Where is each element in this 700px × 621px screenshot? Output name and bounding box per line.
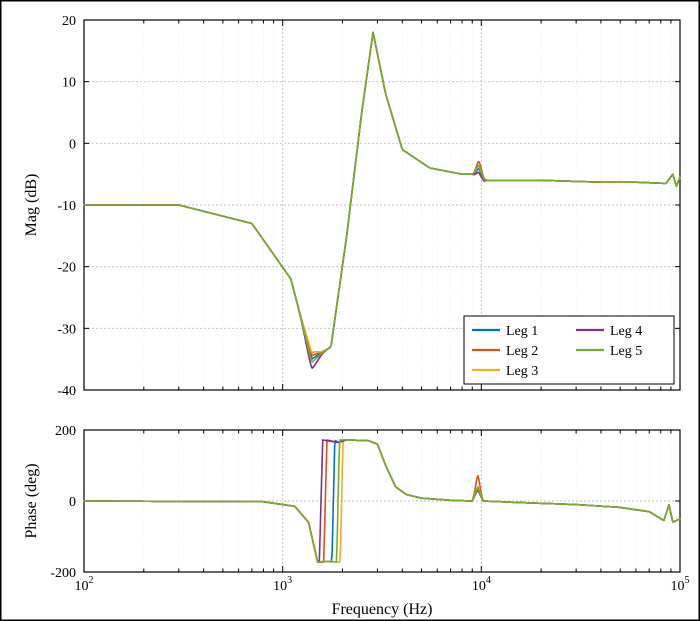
svg-text:Frequency (Hz): Frequency (Hz): [332, 601, 433, 618]
svg-text:200: 200: [55, 424, 76, 439]
svg-text:Leg 5: Leg 5: [610, 344, 642, 359]
svg-text:0: 0: [69, 137, 76, 152]
svg-text:-30: -30: [57, 322, 76, 337]
svg-text:-40: -40: [57, 384, 76, 399]
svg-text:Leg 2: Leg 2: [506, 344, 538, 359]
bode-chart: -40 -30 -20 -10 0 10 20 Mag (dB) -200 0 200 102 103 1…: [0, 0, 700, 621]
svg-text:Leg 1: Leg 1: [506, 324, 538, 339]
svg-text:20: 20: [62, 14, 76, 29]
svg-text:0: 0: [69, 495, 76, 510]
svg-text:103: 103: [273, 575, 292, 594]
svg-text:-10: -10: [57, 199, 76, 214]
svg-text:102: 102: [75, 575, 94, 594]
svg-text:Phase (deg): Phase (deg): [23, 463, 40, 538]
svg-text:-20: -20: [57, 261, 76, 276]
svg-text:Leg 3: Leg 3: [506, 364, 538, 379]
svg-text:104: 104: [472, 575, 491, 594]
chart-svg: -40 -30 -20 -10 0 10 20 Mag (dB) -200 0 200 102 103 1…: [0, 0, 700, 621]
svg-text:10: 10: [62, 76, 76, 91]
svg-text:-200: -200: [50, 566, 76, 581]
svg-text:105: 105: [671, 575, 690, 594]
svg-text:Mag (dB): Mag (dB): [23, 174, 40, 237]
svg-text:Leg 4: Leg 4: [610, 324, 642, 339]
